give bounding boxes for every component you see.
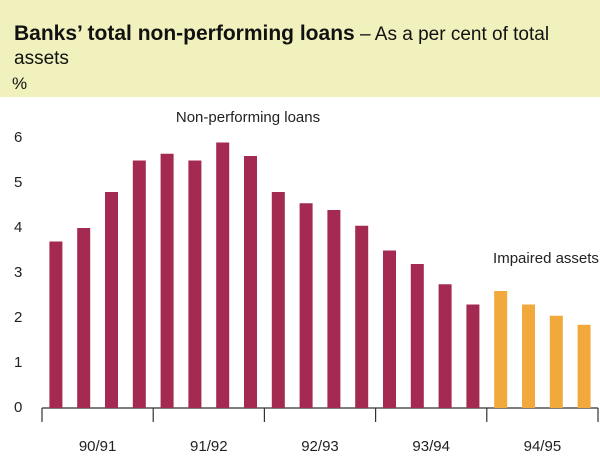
chart-subtitle: – As a per cent of total assets bbox=[14, 24, 550, 69]
y-tick-label: 0 bbox=[14, 399, 22, 416]
bar bbox=[299, 203, 313, 408]
bar bbox=[327, 210, 341, 408]
x-group-label: 93/94 bbox=[412, 438, 450, 455]
header-band bbox=[0, 0, 600, 97]
title-block: Banks’ total non-performing loans – As a… bbox=[14, 22, 584, 71]
x-group-label: 94/95 bbox=[524, 438, 562, 455]
bar bbox=[188, 160, 202, 408]
y-tick-label: 3 bbox=[14, 264, 22, 281]
bar bbox=[494, 291, 508, 408]
chart-title: Banks’ total non-performing loans bbox=[14, 22, 355, 45]
y-tick-label: 6 bbox=[14, 129, 22, 146]
y-tick-label: 4 bbox=[14, 219, 22, 236]
bar bbox=[549, 315, 563, 408]
bar bbox=[244, 156, 257, 408]
bar bbox=[49, 241, 63, 408]
series-label: Impaired assets bbox=[493, 250, 599, 267]
bar bbox=[132, 160, 146, 408]
bar bbox=[466, 304, 480, 408]
bar bbox=[383, 250, 396, 408]
y-tick-label: 1 bbox=[14, 354, 22, 371]
x-group-label: 92/93 bbox=[301, 438, 339, 455]
series-label: Non-performing loans bbox=[176, 109, 320, 126]
bar bbox=[410, 264, 424, 408]
x-group-label: 90/91 bbox=[79, 438, 117, 455]
bar bbox=[160, 153, 174, 408]
bar bbox=[577, 324, 591, 408]
bar bbox=[438, 284, 452, 408]
bar bbox=[216, 142, 230, 408]
bar bbox=[522, 304, 535, 408]
bar bbox=[77, 228, 91, 408]
y-axis-label: % bbox=[12, 74, 28, 93]
bar bbox=[105, 192, 118, 408]
bar bbox=[355, 225, 369, 408]
x-group-label: 91/92 bbox=[190, 438, 228, 455]
y-tick-label: 5 bbox=[14, 174, 22, 191]
bar bbox=[271, 192, 285, 408]
y-tick-label: 2 bbox=[14, 309, 22, 326]
